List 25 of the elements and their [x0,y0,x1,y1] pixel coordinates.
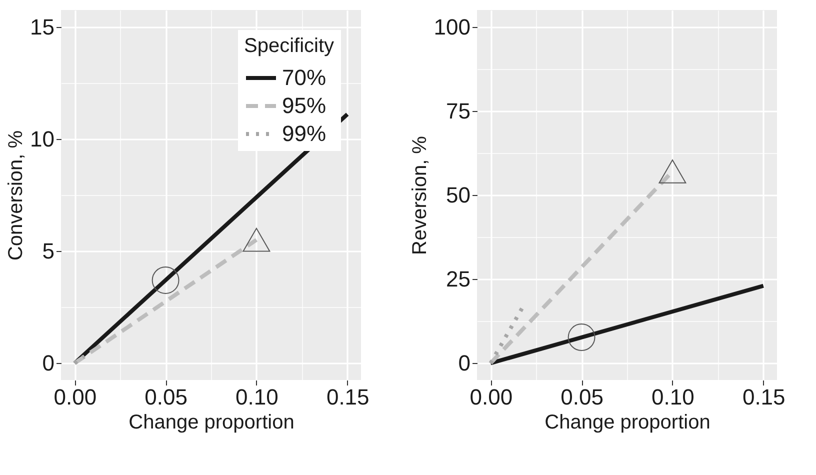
legend-label: 95% [282,93,326,118]
y-axis-title: Reversion, % [408,136,431,255]
y-tick-label: 0 [42,350,54,376]
y-axis-title: Conversion, % [5,130,28,261]
y-tick-label: 50 [446,182,470,208]
legend-label: 99% [282,121,326,146]
y-tick-label: 10 [30,126,54,152]
x-tick-label: 0.10 [236,384,278,410]
y-tick-label: 5 [42,238,54,264]
x-tick-label: 0.05 [144,384,188,410]
x-axis-title: Change proportion [128,412,294,434]
x-axis-title: Change proportion [544,412,710,434]
x-tick-label: 0.00 [470,384,513,410]
x-tick-label: 0.10 [652,384,694,410]
y-tick-label: 15 [30,14,54,40]
x-tick-label: 0.15 [326,384,370,410]
y-tick-label: 0 [458,350,470,376]
y-tick-label: 75 [446,98,470,124]
legend-title: Specificity [244,35,334,57]
x-tick-label: 0.15 [742,384,786,410]
y-tick-label: 100 [434,14,470,40]
x-tick-label: 0.00 [54,384,97,410]
y-tick-label: 25 [446,266,470,292]
legend-label: 70% [282,65,326,90]
x-tick-label: 0.05 [560,384,604,410]
